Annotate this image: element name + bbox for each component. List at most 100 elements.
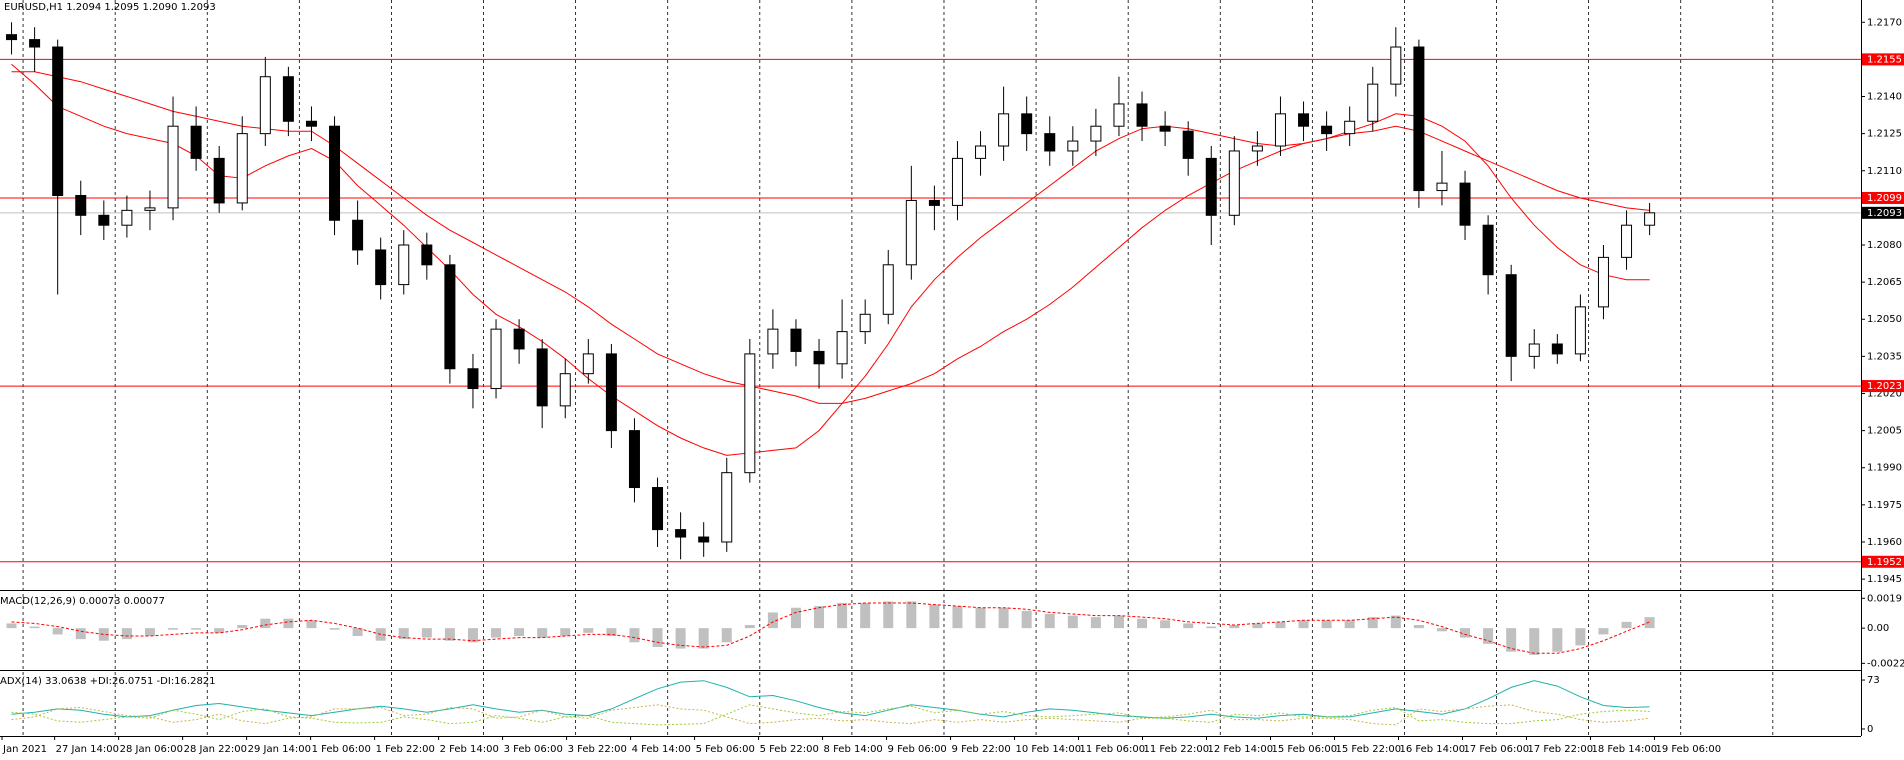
macd-bar	[1113, 615, 1124, 629]
level-label-box	[1862, 555, 1904, 568]
macd-bar	[952, 606, 963, 629]
candle-body	[421, 244, 433, 266]
moving-average	[11, 63, 1650, 456]
macd-bar	[260, 618, 271, 629]
macd-bar	[1413, 625, 1424, 629]
y-tick-label: 73	[1867, 675, 1880, 686]
macd-bar	[975, 607, 986, 629]
x-tick-label: 29 Jan 14:00	[248, 744, 311, 755]
level-label: 1.2155	[1867, 54, 1902, 65]
macd-bar	[75, 628, 86, 640]
candle-body	[605, 353, 617, 432]
macd-bar	[837, 603, 848, 629]
macd-bar	[1644, 617, 1655, 629]
level-label-box	[1862, 53, 1904, 66]
candle-body	[1182, 130, 1194, 159]
x-tick-label: 8 Feb 14:00	[824, 744, 883, 755]
macd-bar	[698, 628, 709, 649]
macd-bar	[1229, 625, 1240, 629]
candle-body	[352, 219, 364, 251]
macd-bar	[1090, 617, 1101, 629]
y-tick-label: 1.1990	[1867, 463, 1902, 474]
x-tick-label: 2 Feb 14:00	[440, 744, 499, 755]
macd-bar	[144, 628, 155, 636]
macd-bar	[1183, 623, 1194, 629]
macd-bar	[1436, 628, 1447, 632]
macd-bar	[1252, 623, 1263, 629]
candle-body	[52, 46, 64, 197]
candle-body	[744, 353, 756, 474]
candle-body	[1574, 306, 1586, 355]
x-tick-label: 10 Feb 14:00	[1016, 744, 1082, 755]
macd-bar	[906, 601, 917, 629]
candle-body	[1413, 46, 1425, 192]
candle-body	[1021, 113, 1033, 135]
macd-bar	[1344, 620, 1355, 629]
candle-body	[513, 328, 525, 350]
x-tick-label: 18 Feb 14:00	[1591, 744, 1657, 755]
y-tick-label: 1.2125	[1867, 129, 1902, 140]
level-label: 1.2099	[1867, 193, 1902, 204]
macd-bar	[1529, 628, 1540, 655]
y-tick-label: -0.00224	[1867, 658, 1904, 669]
candle-body	[6, 34, 18, 41]
macd-bar	[606, 628, 617, 636]
y-tick-label: 1.2020	[1867, 388, 1902, 399]
adx-line	[11, 680, 1650, 719]
macd-bar	[421, 628, 432, 638]
candle-body	[1505, 274, 1517, 357]
x-tick-label: 9 Feb 06:00	[888, 744, 947, 755]
y-tick-label: 0.00	[1867, 623, 1889, 634]
x-tick-label: 11 Feb 06:00	[1080, 744, 1146, 755]
candle-body	[1459, 182, 1471, 226]
candle-body	[536, 348, 548, 407]
macd-bar	[1298, 620, 1309, 629]
candle-body	[213, 157, 225, 204]
macd-bar	[1275, 621, 1286, 629]
macd-bar	[1621, 621, 1632, 629]
macd-bar	[1506, 628, 1517, 652]
macd-bar	[675, 628, 686, 649]
y-tick-label: 1.2065	[1867, 277, 1902, 288]
macd-bar	[52, 628, 63, 635]
macd-bar	[583, 628, 594, 633]
x-tick-label: 3 Feb 22:00	[568, 744, 627, 755]
macd-bar	[721, 628, 732, 643]
candle-body	[1436, 182, 1448, 192]
candle-body	[582, 353, 594, 375]
macd-bar	[398, 628, 409, 640]
candle-body	[236, 133, 248, 204]
x-tick-label: 4 Feb 14:00	[632, 744, 691, 755]
candle-body	[1298, 113, 1310, 127]
x-tick-label: 1 Feb 22:00	[376, 744, 435, 755]
x-tick-label: 28 Jan 06:00	[120, 744, 183, 755]
candle-body	[790, 328, 802, 352]
y-tick-label: 1.2110	[1867, 166, 1902, 177]
candle-body	[1228, 150, 1240, 216]
candle-body	[444, 264, 456, 370]
macd-bar	[1044, 614, 1055, 629]
macd-bar	[214, 628, 225, 633]
candle-body	[1321, 125, 1333, 135]
macd-bar	[1460, 628, 1471, 638]
macd-bar	[352, 628, 363, 636]
macd-bar	[191, 628, 202, 630]
x-tick-label: 1 Feb 06:00	[312, 744, 371, 755]
macd-bar	[860, 603, 871, 629]
x-tick-label: 15 Feb 06:00	[1272, 744, 1338, 755]
candle-body	[1113, 103, 1125, 127]
chart-title: EURUSD,H1 1.2094 1.2095 1.2090 1.2093	[4, 2, 216, 13]
x-tick-label: Jan 2021	[2, 744, 47, 755]
level-label: 1.2023	[1867, 381, 1902, 392]
macd-bar	[29, 626, 40, 629]
candle-body	[1067, 140, 1079, 152]
candle-body	[29, 39, 41, 48]
x-tick-label: 16 Feb 14:00	[1399, 744, 1465, 755]
macd-bar	[1598, 628, 1609, 635]
level-label: 1.1952	[1867, 557, 1902, 568]
y-tick-label: 1.2035	[1867, 351, 1902, 362]
candle-body	[628, 430, 640, 489]
indicator-title: MACD(12,26,9) 0.00073 0.00077	[0, 596, 165, 607]
candle-body	[1205, 157, 1217, 216]
